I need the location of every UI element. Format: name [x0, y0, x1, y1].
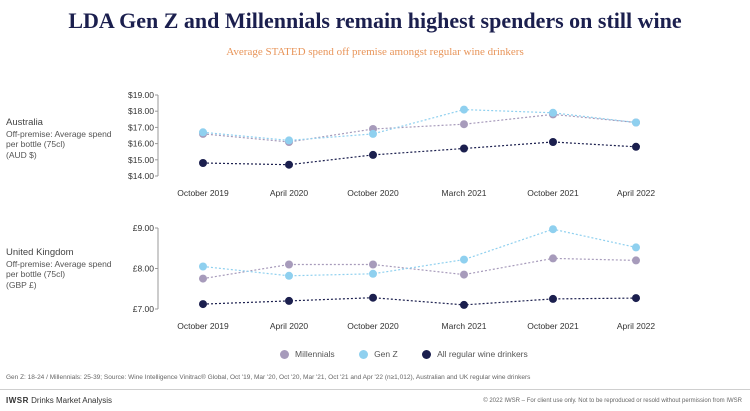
uk-x-tick-label: April 2020: [270, 321, 309, 331]
legend-marker-genz: [359, 349, 369, 359]
uk-metric-line2: per bottle (75cl): [6, 269, 66, 279]
legend-marker-all: [422, 349, 432, 359]
uk-point-millennials: [199, 274, 207, 283]
uk-x-tick-label: March 2021: [442, 321, 487, 331]
uk-row-label: United Kingdom Off-premise: Average spen…: [6, 247, 112, 290]
australia-series-line-millennials: [202, 113, 637, 143]
uk-point-genz: [460, 255, 468, 264]
uk-point-all: [460, 300, 468, 309]
australia-x-tick-label: March 2021: [442, 188, 487, 198]
australia-point-all: [285, 160, 293, 169]
australia-x-tick-label: April 2020: [270, 188, 309, 198]
uk-point-all: [369, 293, 377, 302]
australia-y-tick-label: $18.00: [128, 106, 154, 116]
uk-point-all: [549, 294, 557, 303]
australia-point-genz: [460, 105, 468, 114]
uk-series-line-millennials: [202, 257, 637, 280]
legend-marker-millennials: [280, 349, 289, 359]
uk-x-tick-label: October 2021: [527, 321, 579, 331]
australia-point-millennials: [460, 120, 468, 129]
uk-point-genz: [285, 271, 293, 280]
footer-divider: [0, 389, 750, 390]
legend-label-millennials: Millennials: [295, 349, 335, 359]
australia-metric-line1: Off-premise: Average spend: [6, 128, 112, 139]
uk-point-millennials: [460, 270, 468, 279]
legend-item-all: All regular wine drinkers: [422, 349, 528, 359]
australia-y-tick-label: $14.00: [128, 171, 154, 181]
uk-point-genz: [549, 225, 557, 234]
australia-point-genz: [632, 118, 640, 127]
australia-x-tick-label: October 2020: [347, 188, 399, 198]
australia-point-all: [632, 142, 640, 151]
uk-x-tick-label: October 2020: [347, 321, 399, 331]
australia-point-all: [369, 150, 377, 159]
australia-y-tick-label: $19.00: [128, 90, 154, 100]
chart-subtitle: Average STATED spend off premise amongst…: [226, 46, 524, 58]
australia-point-genz: [199, 128, 207, 137]
uk-x-tick-label: April 2022: [617, 321, 656, 331]
uk-series-line-all: [202, 297, 637, 306]
uk-y-tick-label: £9.00: [133, 223, 155, 233]
brand-tagline: Drinks Market Analysis: [28, 396, 113, 405]
uk-point-all: [285, 296, 293, 305]
brand-name: IWSR: [6, 396, 29, 405]
australia-point-all: [549, 138, 557, 146]
page-title: LDA Gen Z and Millennials remain highest…: [68, 8, 682, 33]
uk-series-line-genz: [202, 228, 637, 277]
australia-y-tick-label: $17.00: [128, 122, 154, 132]
australia-x-tick-label: October 2021: [527, 188, 579, 198]
legend-label-genz: Gen Z: [374, 349, 398, 359]
australia-y-tick-label: $16.00: [128, 139, 154, 149]
australia-y-tick-label: $15.00: [128, 155, 154, 165]
legend-label-all: All regular wine drinkers: [437, 349, 528, 359]
australia-series-line-all: [202, 141, 637, 166]
uk-point-all: [632, 294, 640, 303]
uk-point-millennials: [285, 260, 293, 269]
chart-legend: Millennials Gen Z All regular wine drink…: [280, 349, 550, 361]
australia-point-all: [460, 144, 468, 153]
uk-y-tick-label: £7.00: [133, 304, 155, 314]
australia-metric-line3: (AUD $): [6, 149, 37, 160]
legend-item-genz: Gen Z: [359, 349, 398, 359]
australia-metric-line2: per bottle (75cl): [6, 139, 66, 149]
uk-metric-line1: Off-premise: Average spend: [6, 258, 112, 269]
australia-x-tick-label: April 2022: [617, 188, 656, 198]
australia-point-genz: [549, 108, 557, 117]
uk-metric-line3: (GBP £): [6, 279, 37, 290]
uk-point-genz: [632, 243, 640, 252]
australia-country-label: Australia: [6, 117, 43, 128]
uk-point-genz: [199, 262, 207, 271]
australia-point-all: [199, 159, 207, 167]
australia-row-label: Australia Off-premise: Average spend per…: [6, 117, 112, 160]
copyright-notice: © 2022 IWSR – For client use only. Not t…: [483, 398, 742, 404]
source-footnote: Gen Z: 18-24 / Millennials: 25-39; Sourc…: [6, 374, 531, 381]
legend-item-millennials: Millennials: [280, 349, 335, 359]
australia-point-genz: [285, 136, 293, 145]
uk-country-label: United Kingdom: [6, 247, 74, 258]
uk-point-millennials: [369, 260, 377, 269]
uk-y-tick-label: £8.00: [133, 264, 155, 274]
uk-x-tick-label: October 2019: [177, 321, 229, 331]
uk-point-millennials: [549, 254, 557, 263]
australia-x-tick-label: October 2019: [177, 188, 229, 198]
australia-point-genz: [369, 129, 377, 138]
uk-point-all: [199, 300, 207, 309]
uk-point-genz: [369, 269, 377, 278]
uk-point-millennials: [632, 256, 640, 265]
australia-series-line-genz: [202, 108, 637, 142]
brand-footer: IWSR Drinks Market Analysis: [6, 396, 112, 405]
